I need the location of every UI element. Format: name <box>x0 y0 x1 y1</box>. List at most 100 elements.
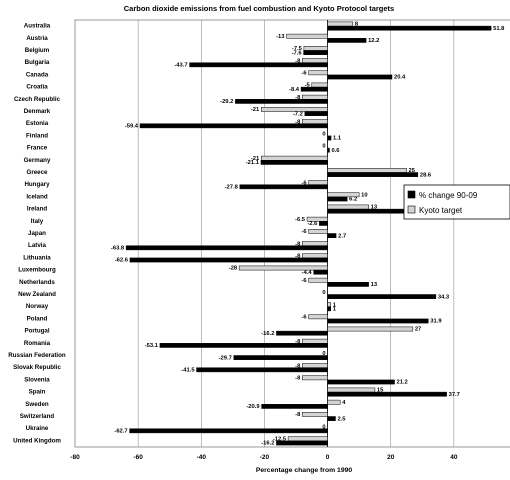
bar-change-90-09 <box>327 318 429 324</box>
bar-change-90-09 <box>125 245 328 251</box>
data-label-kyoto: -13 <box>276 34 285 40</box>
bars: 8 51.8 -13 12.2 -7.5-7.6 -8 -43.7 -6 20.4 -5 -8.4 -… <box>111 21 505 447</box>
data-label-change: -16.2 <box>261 441 274 447</box>
bar-change-90-09 <box>276 330 328 336</box>
data-label-change: 0.6 <box>331 148 340 154</box>
bar-kyoto-target <box>302 58 328 63</box>
x-tick-label: -80 <box>70 454 80 461</box>
x-tick-label: 40 <box>450 454 458 461</box>
data-label-kyoto: -6 <box>301 229 307 235</box>
x-tick-label: -20 <box>260 454 270 461</box>
data-label-change: 51.8 <box>493 26 505 32</box>
data-label-kyoto: -7.5 <box>292 46 303 52</box>
data-label-kyoto: -8 <box>295 254 301 260</box>
data-label-change: -16.2 <box>261 331 274 337</box>
category-label: Finland <box>26 132 48 139</box>
category-label: Denmark <box>24 108 51 115</box>
bar-change-90-09 <box>261 404 328 409</box>
data-label-change: 31.9 <box>430 319 442 325</box>
bar-change-90-09 <box>303 50 328 55</box>
bar-kyoto-target <box>327 387 376 393</box>
bar-kyoto-target <box>327 326 414 332</box>
bar-kyoto-target <box>308 277 328 283</box>
x-tick-label: 20 <box>387 454 395 461</box>
bar-kyoto-target <box>302 363 328 368</box>
data-label-change: -29.7 <box>219 355 232 361</box>
data-label-change: 6.2 <box>349 197 357 203</box>
data-label-change: -7.6 <box>292 50 303 56</box>
data-label-change: 34.3 <box>438 294 450 300</box>
category-label: Ireland <box>27 206 48 213</box>
category-label: Poland <box>27 315 48 322</box>
category-label: Luxembourg <box>18 267 56 274</box>
category-label: Australia <box>24 23 51 30</box>
bar-change-90-09 <box>313 269 328 275</box>
bar-kyoto-target <box>302 119 328 124</box>
data-label-kyoto: 4 <box>342 400 346 406</box>
data-label-kyoto: -8 <box>295 412 301 418</box>
bar-kyoto-target <box>287 436 328 442</box>
bar-change-90-09 <box>304 111 328 116</box>
data-label-kyoto: -6 <box>301 315 307 321</box>
data-label-change: 2.7 <box>338 233 346 239</box>
data-label-kyoto: 0 <box>322 351 325 357</box>
data-label-kyoto: -6.5 <box>295 217 306 223</box>
data-label-kyoto: -8 <box>295 339 301 345</box>
category-label: Ukraine <box>26 425 49 432</box>
category-labels: Australia Austria Belgium Bulgaria Canada Cro… <box>8 23 66 445</box>
category-label: Sweden <box>25 401 49 408</box>
bar-kyoto-target <box>327 21 354 27</box>
category-label: Switzerland <box>20 413 55 420</box>
category-label: Austria <box>26 35 48 42</box>
bar-change-90-09 <box>327 25 492 31</box>
x-tick-label: 0 <box>326 454 330 461</box>
data-label-kyoto: -12.5 <box>273 437 287 443</box>
bar-change-90-09 <box>196 367 328 373</box>
bar-kyoto-target <box>261 155 328 161</box>
category-label: France <box>27 145 48 152</box>
category-label: Croatia <box>26 84 48 91</box>
data-label-change: -43.7 <box>174 63 187 69</box>
data-label-kyoto: -8 <box>295 58 301 64</box>
category-label: Slovenia <box>24 376 50 383</box>
category-label: Greece <box>27 169 49 176</box>
bar-change-90-09 <box>239 184 328 190</box>
category-label: Iceland <box>26 193 48 200</box>
legend-label-kyoto: Kyoto target <box>419 206 463 215</box>
bar-change-90-09 <box>235 99 328 104</box>
bar-kyoto-target <box>286 33 328 39</box>
category-label: Russian Federation <box>8 352 66 359</box>
bar-change-90-09 <box>233 355 328 360</box>
data-label-change: -7.2 <box>293 111 303 117</box>
plot-area <box>74 19 510 448</box>
bar-change-90-09 <box>327 391 447 397</box>
bar-kyoto-target <box>302 241 328 246</box>
legend-label-change: % change 90-09 <box>419 191 478 200</box>
category-label: Portugal <box>24 328 49 335</box>
data-label-change: -8.4 <box>289 87 300 93</box>
category-label: Lithuania <box>23 254 51 261</box>
data-label-change: 28.6 <box>420 172 432 178</box>
data-label-kyoto: 27 <box>415 327 421 333</box>
data-label-change: -53.1 <box>145 343 159 349</box>
data-label-change: -4.4 <box>302 270 313 276</box>
bar-change-90-09 <box>276 440 328 446</box>
data-label-kyoto: -8 <box>295 376 301 382</box>
bar-kyoto-target <box>238 265 328 271</box>
bar-kyoto-target <box>308 70 328 76</box>
category-label: Slovak Republic <box>13 364 61 371</box>
bar-kyoto-target <box>308 180 328 185</box>
bar-change-90-09 <box>327 379 395 385</box>
data-label-change: 12.2 <box>368 38 379 44</box>
data-label-kyoto: 10 <box>361 193 367 199</box>
data-label-kyoto: -6 <box>301 71 307 77</box>
data-label-change: 37.7 <box>449 392 460 398</box>
bar-kyoto-target <box>302 375 328 381</box>
bar-change-90-09 <box>327 74 393 80</box>
data-label-kyoto: -8 <box>295 363 301 369</box>
bar-kyoto-target <box>327 204 369 210</box>
bar-change-90-09 <box>189 62 328 68</box>
bar-kyoto-target <box>327 302 331 307</box>
data-label-change: -62.7 <box>114 429 127 435</box>
category-label: Romania <box>24 340 51 347</box>
